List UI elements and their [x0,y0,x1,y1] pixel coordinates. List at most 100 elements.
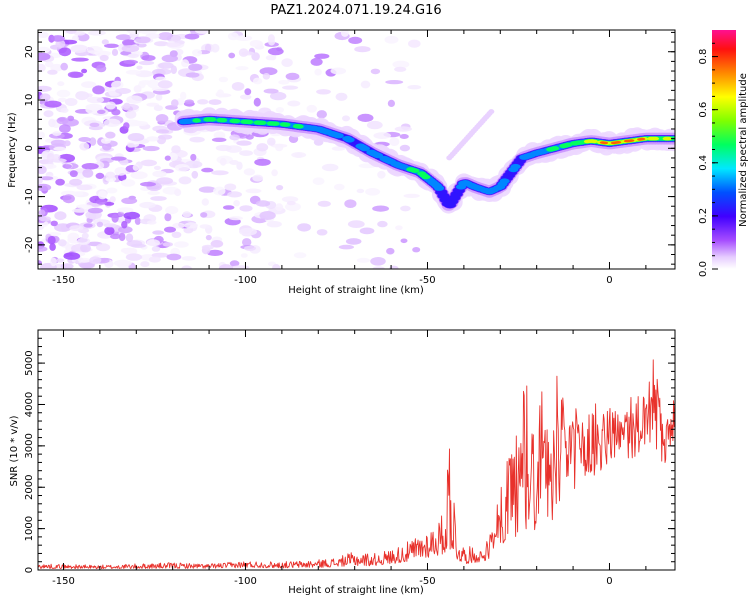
noise-blob [399,144,410,152]
noise-blob [266,221,282,228]
noise-blob [183,227,194,234]
noise-blob [330,67,347,75]
colorbar-gradient [712,30,736,269]
noise-blob [113,259,132,267]
noise-blob [395,225,403,231]
noise-blob [102,142,112,151]
noise-blob [127,133,145,142]
noise-blob [62,164,72,169]
noise-blob [130,243,146,248]
noise-blob [92,85,105,95]
ridge-core [231,118,241,124]
noise-blob [236,140,252,146]
noise-blob [267,137,276,146]
noise-blob [59,124,71,133]
noise-blob [170,65,177,74]
noise-blob [262,73,271,80]
noise-blob [39,93,51,101]
ridge-branch [488,109,495,115]
noise-blob [235,66,249,71]
noise-blob [60,190,77,196]
noise-blob [81,232,89,239]
noise-blob [88,125,103,131]
noise-blob [151,252,169,258]
noise-blob [181,59,190,68]
noise-blob [218,76,229,83]
noise-blob [105,101,116,110]
noise-blob [259,211,276,220]
noise-blob [267,34,275,43]
noise-blob [101,39,109,45]
noise-blob [253,97,261,107]
noise-blob [38,183,52,192]
noise-blob [120,248,130,253]
y-tick-label: -10 [24,188,35,204]
noise-blob [164,226,176,233]
ridge-core [651,136,659,141]
noise-blob [60,107,69,113]
noise-blob [64,98,78,106]
noise-blob [148,256,161,263]
noise-blob [384,35,399,44]
noise-blob [229,260,240,267]
noise-blob [312,177,325,185]
ridge-core [281,122,291,127]
noise-blob [408,39,421,48]
noise-blob [69,225,84,232]
noise-blob [216,89,225,98]
noise-blob [81,81,97,88]
noise-blob [256,143,269,152]
noise-blob [46,153,55,162]
noise-blob [359,227,375,235]
noise-blob [338,244,354,250]
noise-blob [218,264,234,269]
noise-blob [347,220,365,229]
noise-blob [194,30,211,34]
colorbar-tick-label: 0.8 [698,49,709,65]
snr-xlabel: Height of straight line (km) [288,585,424,596]
y-tick-label: 1000 [24,516,35,541]
noise-blob [310,57,323,66]
noise-blob [73,31,86,36]
noise-blob [249,40,263,48]
noise-blob [255,200,271,207]
noise-blob [50,257,57,267]
noise-blob [259,67,278,76]
noise-blob [377,220,388,228]
ridge-core [192,118,202,123]
noise-blob [58,47,72,57]
noise-blob [43,110,54,118]
noise-blob [127,53,139,59]
noise-blob [392,60,410,69]
noise-blob [75,91,90,101]
noise-blob [228,52,236,59]
noise-blob [267,47,284,56]
noise-blob [272,264,281,269]
figure-title: PAZ1.2024.071.19.24.G16 [270,3,441,18]
noise-blob [389,265,399,269]
spectrogram-ylabel: Frequency (Hz) [7,112,18,188]
ridge-core [295,124,304,129]
noise-blob [316,110,327,119]
noise-blob [133,85,142,93]
noise-blob [57,239,67,247]
noise-blob [69,170,78,178]
noise-blob [317,200,331,207]
noise-blob [387,99,395,107]
noise-blob [72,191,84,196]
noise-blob [70,44,89,53]
y-tick-label: 20 [24,45,35,58]
noise-blob [291,152,307,158]
noise-blob [39,176,54,181]
noise-blob [184,99,194,105]
noise-blob [146,220,157,225]
noise-blob [213,131,226,140]
noise-blob [394,126,412,132]
noise-blob [282,85,299,90]
noise-blob [199,224,211,229]
noise-blob [243,168,256,176]
x-tick-label: 0 [606,275,612,286]
